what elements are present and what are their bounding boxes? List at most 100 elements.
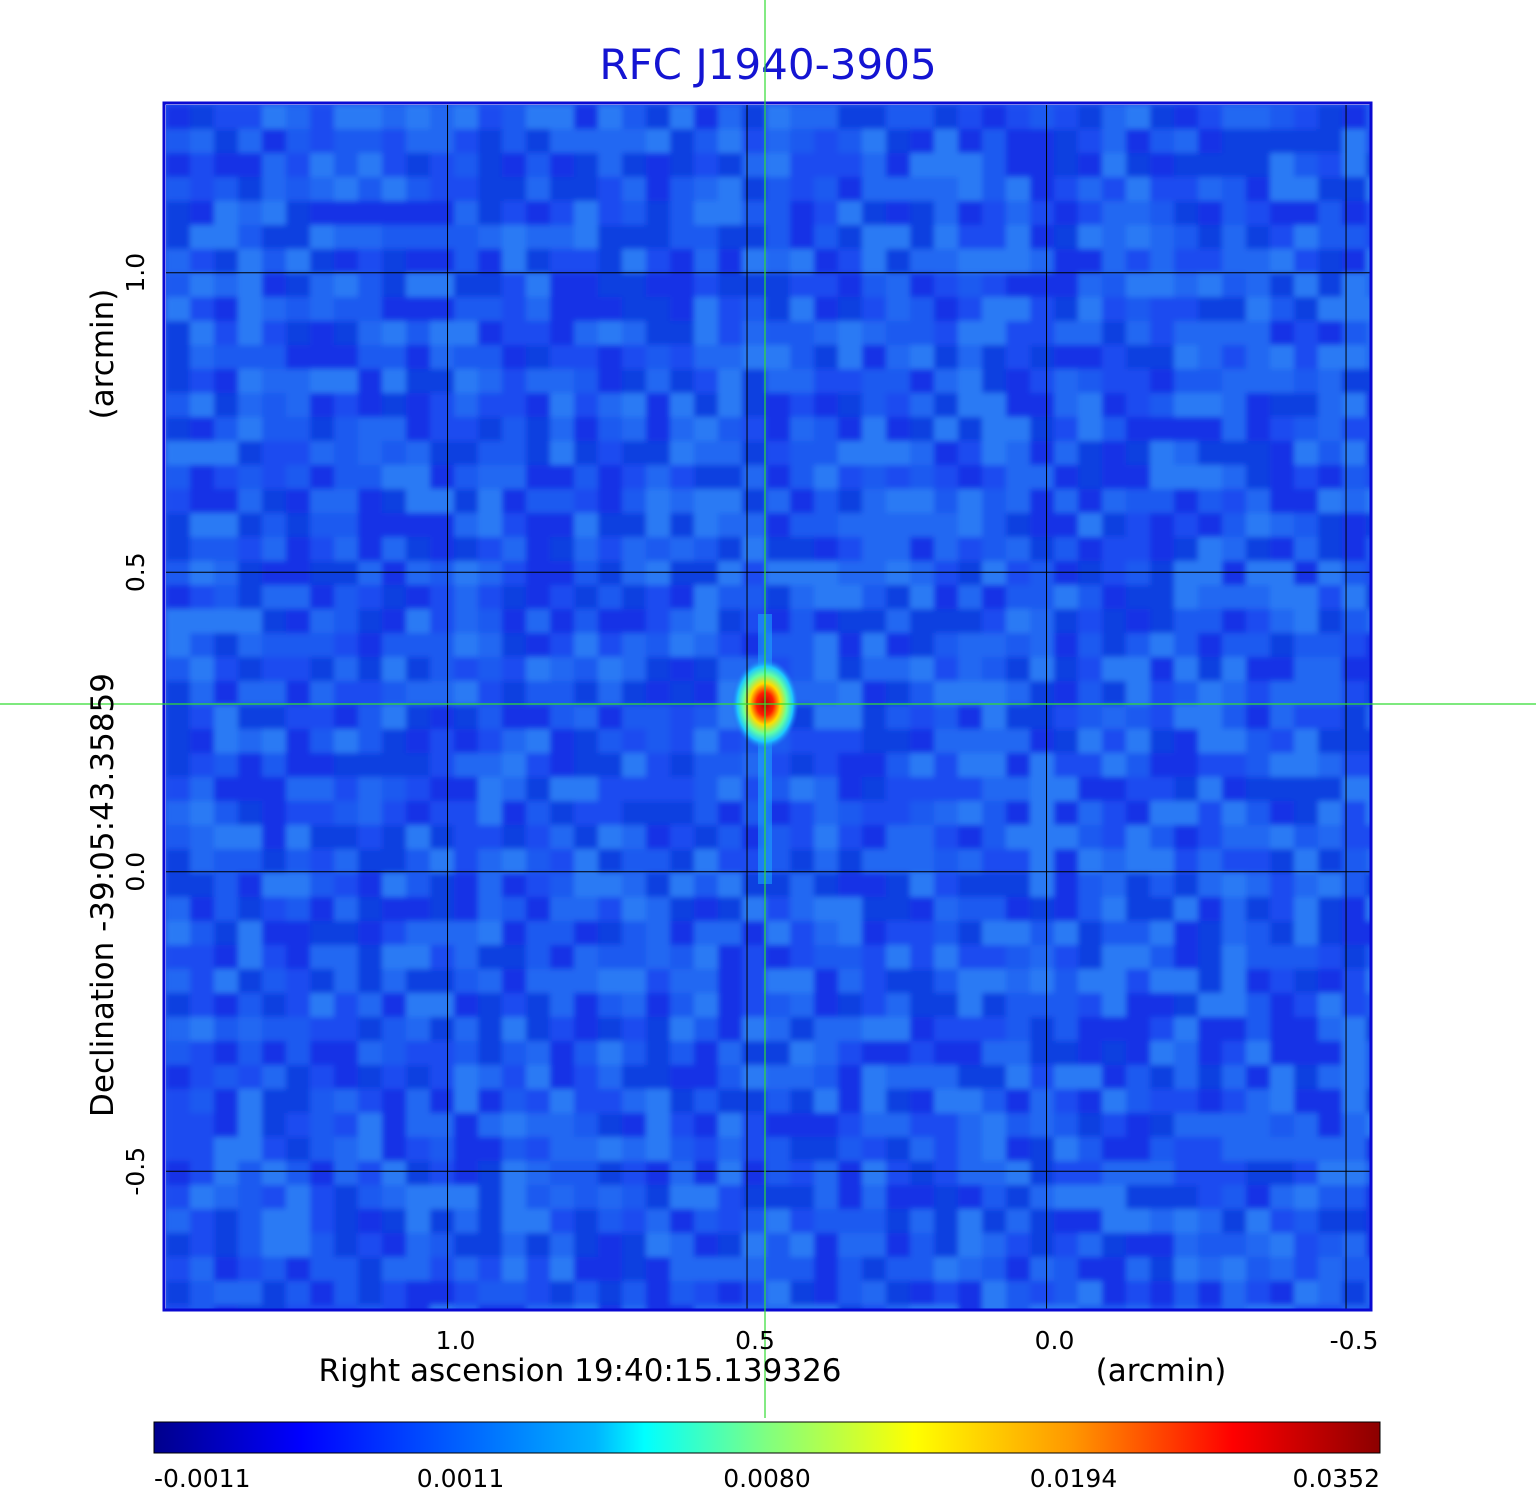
noise-cell <box>838 1137 862 1161</box>
noise-cell <box>526 1065 550 1089</box>
noise-cell <box>742 201 766 225</box>
noise-cell <box>622 993 646 1017</box>
noise-cell <box>718 105 742 129</box>
noise-cell <box>1126 1185 1150 1209</box>
noise-cell <box>598 1281 622 1305</box>
noise-cell <box>382 1089 406 1113</box>
noise-cell <box>214 105 238 129</box>
noise-cell <box>862 1209 886 1233</box>
noise-cell <box>646 1305 670 1309</box>
noise-cell <box>766 921 790 945</box>
noise-cell <box>1078 129 1102 153</box>
noise-cell <box>1006 1209 1030 1233</box>
noise-cell <box>790 561 814 585</box>
noise-cell <box>862 129 886 153</box>
noise-cell <box>622 1137 646 1161</box>
noise-cell <box>454 633 478 657</box>
noise-cell <box>886 633 910 657</box>
noise-cell <box>1030 1305 1054 1309</box>
noise-cell <box>1150 249 1174 273</box>
noise-cell <box>790 537 814 561</box>
noise-cell <box>958 273 982 297</box>
noise-cell <box>838 345 862 369</box>
noise-cell <box>886 777 910 801</box>
noise-cell <box>286 585 310 609</box>
noise-cell <box>550 705 574 729</box>
noise-cell <box>1102 1065 1126 1089</box>
noise-cell <box>574 777 598 801</box>
noise-cell <box>1174 897 1198 921</box>
noise-cell <box>454 873 478 897</box>
noise-cell <box>166 105 190 129</box>
noise-cell <box>502 441 526 465</box>
noise-cell <box>910 1161 934 1185</box>
noise-cell <box>1174 1065 1198 1089</box>
noise-cell <box>358 537 382 561</box>
noise-cell <box>742 393 766 417</box>
noise-cell <box>502 105 526 129</box>
noise-cell <box>862 369 886 393</box>
noise-cell <box>886 609 910 633</box>
noise-cell <box>1198 753 1222 777</box>
noise-cell <box>382 177 406 201</box>
noise-cell <box>382 1281 406 1305</box>
noise-cell <box>1270 201 1294 225</box>
noise-cell <box>1270 801 1294 825</box>
noise-cell <box>526 993 550 1017</box>
noise-cell <box>1126 1113 1150 1137</box>
noise-cell <box>502 489 526 513</box>
noise-cell <box>646 129 670 153</box>
noise-cell <box>838 1089 862 1113</box>
noise-cell <box>262 225 286 249</box>
noise-cell <box>1030 873 1054 897</box>
noise-cell <box>1126 321 1150 345</box>
noise-cell <box>1222 1113 1246 1137</box>
noise-cell <box>1246 561 1270 585</box>
noise-cell <box>646 225 670 249</box>
noise-cell <box>262 729 286 753</box>
noise-cell <box>1198 777 1222 801</box>
noise-cell <box>1102 249 1126 273</box>
noise-cell <box>286 873 310 897</box>
noise-cell <box>694 153 718 177</box>
noise-cell <box>310 1137 334 1161</box>
noise-cell <box>406 1161 430 1185</box>
noise-cell <box>622 705 646 729</box>
noise-cell <box>1270 369 1294 393</box>
noise-cell <box>1102 921 1126 945</box>
noise-cell <box>550 489 574 513</box>
noise-cell <box>670 177 694 201</box>
noise-cell <box>1270 177 1294 201</box>
noise-cell <box>478 273 502 297</box>
noise-cell <box>646 873 670 897</box>
noise-cell <box>1318 561 1342 585</box>
noise-cell <box>1246 393 1270 417</box>
noise-cell <box>262 177 286 201</box>
noise-cell <box>1174 1257 1198 1281</box>
noise-cell <box>1222 633 1246 657</box>
noise-cell <box>1054 801 1078 825</box>
noise-cell <box>1102 369 1126 393</box>
noise-cell <box>982 321 1006 345</box>
noise-cell <box>910 273 934 297</box>
noise-cell <box>790 177 814 201</box>
noise-cell <box>1006 465 1030 489</box>
noise-cell <box>550 993 574 1017</box>
noise-cell <box>718 465 742 489</box>
noise-cell <box>1054 345 1078 369</box>
noise-cell <box>166 441 190 465</box>
noise-cell <box>718 609 742 633</box>
noise-cell <box>1294 897 1318 921</box>
noise-cell <box>862 441 886 465</box>
y-axis-unit: (arcmin) <box>85 289 121 420</box>
noise-cell <box>1006 1017 1030 1041</box>
noise-cell <box>1318 153 1342 177</box>
noise-cell <box>1054 201 1078 225</box>
noise-cell <box>1246 585 1270 609</box>
noise-cell <box>310 945 334 969</box>
noise-cell <box>1150 1281 1174 1305</box>
noise-cell <box>958 153 982 177</box>
noise-cell <box>958 441 982 465</box>
noise-cell <box>1294 369 1318 393</box>
noise-cell <box>310 417 334 441</box>
